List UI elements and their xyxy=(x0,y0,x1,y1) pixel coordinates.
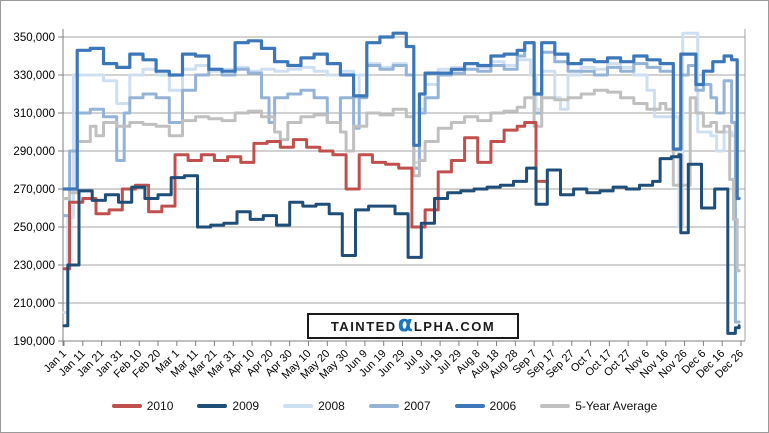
y-axis-label: 350,000 xyxy=(13,32,55,44)
legend-swatch xyxy=(454,404,485,408)
watermark: TAINTED α LPHA.COM xyxy=(307,313,519,339)
y-axis-label: 330,000 xyxy=(13,70,55,82)
series-line-2010 xyxy=(62,121,549,271)
legend-swatch xyxy=(111,404,142,408)
watermark-text-post: LPHA.COM xyxy=(413,318,496,334)
legend-label: 2006 xyxy=(489,399,517,413)
legend-item-2010: 2010 xyxy=(111,399,174,413)
watermark-alpha-glyph: α xyxy=(397,312,413,338)
legend-swatch xyxy=(197,404,228,408)
legend-label: 2009 xyxy=(232,399,260,413)
legend-item-2006: 2006 xyxy=(454,399,517,413)
legend-item-2009: 2009 xyxy=(197,399,259,413)
y-axis-label: 190,000 xyxy=(13,336,55,348)
legend-label: 2007 xyxy=(403,399,431,413)
series-line-5-year-average xyxy=(62,88,741,273)
series-line-2009 xyxy=(62,153,741,335)
legend-item-5-year-average: 5-Year Average xyxy=(540,399,657,413)
line-chart-plot: 190,000 210,000 230,000 250,000 270,000 290,0… xyxy=(13,29,746,382)
legend-item-2008: 2008 xyxy=(283,399,345,413)
series-line-2007 xyxy=(62,41,741,324)
y-axis-label: 270,000 xyxy=(13,184,55,196)
chart-legend: 2010 2009 2008 2007 2006 5-Year Average xyxy=(1,399,768,413)
series-line-2008 xyxy=(62,31,741,324)
y-axis-label: 210,000 xyxy=(13,298,55,310)
legend-label: 2010 xyxy=(146,399,174,413)
legend-swatch xyxy=(368,404,399,408)
legend-label: 5-Year Average xyxy=(575,399,658,413)
y-axis-label: 230,000 xyxy=(13,260,55,272)
series-line-2006 xyxy=(62,31,741,201)
legend-item-2007: 2007 xyxy=(368,399,431,413)
legend-label: 2008 xyxy=(318,399,345,413)
legend-swatch xyxy=(283,404,314,408)
y-axis-label: 290,000 xyxy=(13,146,55,158)
y-axis-label: 310,000 xyxy=(13,108,55,120)
legend-swatch xyxy=(540,404,571,408)
y-axis-label: 250,000 xyxy=(13,222,55,234)
watermark-text-pre: TAINTED xyxy=(330,318,397,334)
